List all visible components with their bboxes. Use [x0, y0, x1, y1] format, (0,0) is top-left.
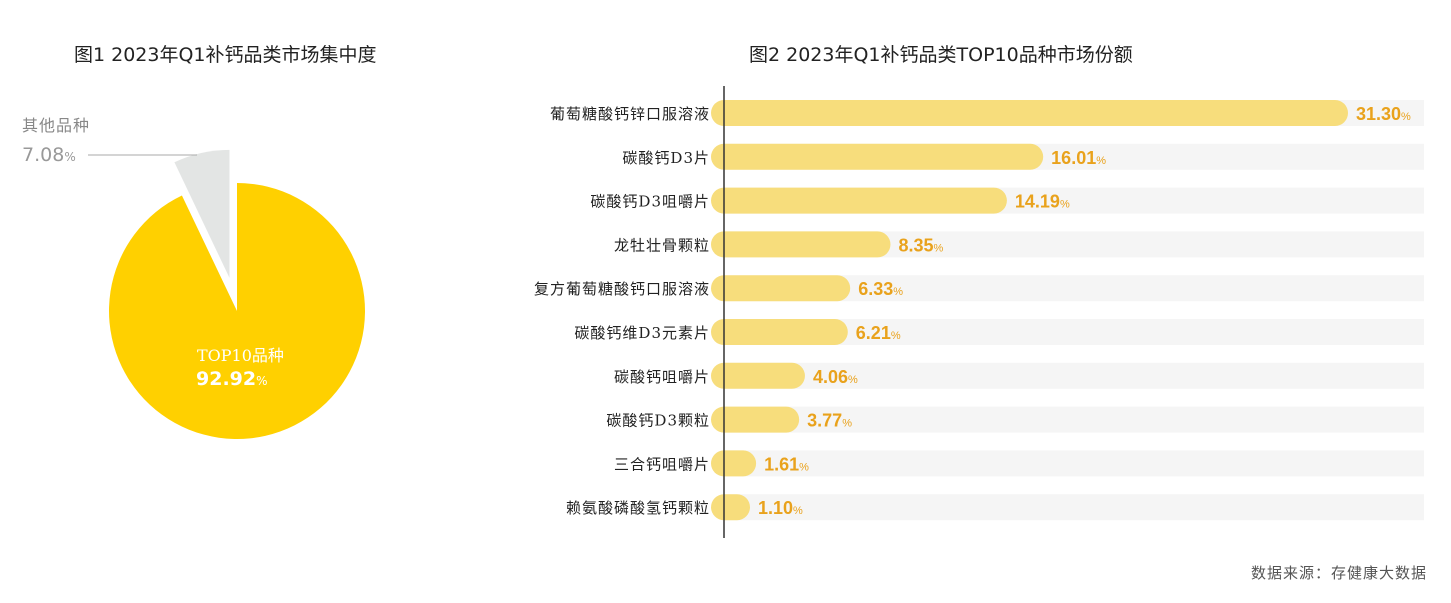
value-label: 16.01%	[1051, 148, 1106, 168]
value-label: 8.35%	[898, 235, 943, 255]
bar	[711, 406, 800, 433]
value-label: 4.06%	[813, 367, 858, 387]
value-label: 6.21%	[856, 323, 901, 343]
category-label: 碳酸钙咀嚼片	[614, 368, 710, 386]
pie-label-top10-name: TOP10品种	[197, 346, 284, 365]
value-label: 1.10%	[758, 498, 803, 518]
category-label: 碳酸钙D3咀嚼片	[590, 193, 710, 211]
value-label: 6.33%	[858, 279, 903, 299]
pie-label-top10-value: 92.92%	[196, 368, 268, 390]
bar	[711, 231, 891, 258]
bar	[711, 187, 1007, 214]
pie-label-other-value: 7.08%	[22, 144, 76, 166]
category-label: 碳酸钙维D3元素片	[574, 324, 710, 342]
data-source-note: 数据来源：存健康大数据	[1250, 564, 1427, 582]
category-label: 龙牡壮骨颗粒	[614, 236, 710, 254]
bar	[711, 450, 757, 477]
category-label: 赖氨酸磷酸氢钙颗粒	[566, 499, 710, 517]
value-label: 14.19%	[1015, 192, 1070, 212]
pie-slice-top10	[108, 183, 366, 439]
pie-label-other-name: 其他品种	[22, 116, 91, 135]
bar	[711, 275, 851, 302]
category-label: 碳酸钙D3片	[622, 149, 710, 167]
bar	[711, 362, 805, 389]
category-label: 葡萄糖酸钙锌口服溶液	[550, 105, 710, 123]
bar	[711, 143, 1044, 170]
category-label: 三合钙咀嚼片	[614, 455, 710, 473]
category-label: 碳酸钙D3颗粒	[606, 412, 710, 430]
bar	[711, 494, 750, 521]
bar	[711, 319, 848, 345]
pie-chart-title: 图1 2023年Q1补钙品类市场集中度	[74, 44, 377, 66]
bar-track	[724, 406, 1424, 433]
value-label: 31.30%	[1356, 104, 1411, 124]
bar-chart-title: 图2 2023年Q1补钙品类TOP10品种市场份额	[749, 44, 1133, 66]
bar-track	[724, 494, 1424, 521]
value-label: 1.61%	[764, 454, 809, 474]
bar-track	[724, 362, 1424, 389]
bar	[711, 100, 1348, 126]
pie-chart	[88, 149, 366, 439]
bar-track	[724, 450, 1424, 477]
pie-slice-other	[174, 149, 230, 278]
value-label: 3.77%	[807, 411, 852, 431]
category-label: 复方葡萄糖酸钙口服溶液	[534, 280, 710, 298]
